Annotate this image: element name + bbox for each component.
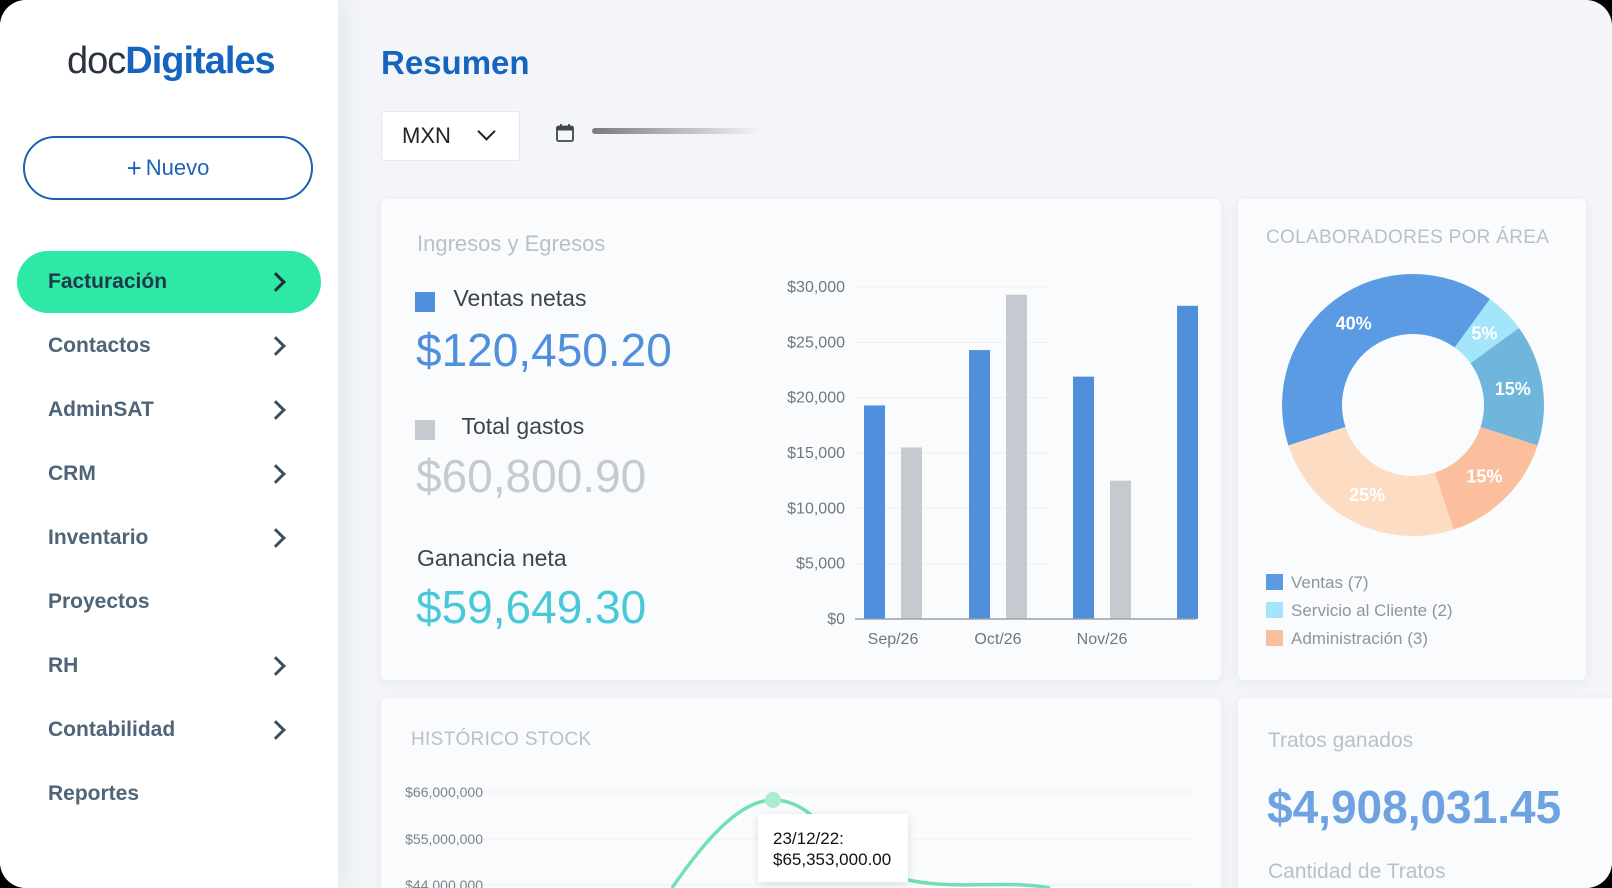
profit-label: Ganancia neta — [417, 545, 567, 571]
legend-swatch — [1266, 574, 1283, 590]
pie-legend-item: Servicio al Cliente (2) — [1266, 597, 1453, 625]
sidebar-item-label: AdminSAT — [48, 398, 154, 421]
deals-card: Tratos ganados $4,908,031.45 Cantidad de… — [1238, 698, 1612, 888]
sales-label: Ventas netas — [453, 285, 587, 311]
sidebar-item-crm[interactable]: CRM — [17, 443, 321, 505]
sidebar-item-facturacion[interactable]: Facturación — [17, 251, 321, 313]
expenses-legend: Total gastos — [415, 413, 584, 440]
pie-legend-item: Administración (3) — [1266, 625, 1453, 653]
chevron-right-icon — [266, 400, 286, 420]
sales-value: $120,450.20 — [416, 324, 672, 376]
currency-value: MXN — [402, 123, 451, 148]
chart-tooltip: 23/12/22: $65,353,000.00 — [758, 814, 908, 882]
sidebar-item-label: Proyectos — [48, 590, 150, 613]
date-range-field[interactable] — [592, 128, 760, 134]
sidebar-item-reportes[interactable]: Reportes — [17, 763, 321, 825]
chevron-right-icon — [266, 720, 286, 740]
chevron-right-icon — [266, 272, 286, 292]
sidebar-item-label: Contabilidad — [48, 718, 176, 741]
new-button[interactable]: + Nuevo — [23, 136, 313, 200]
income-card-title: Ingresos y Egresos — [417, 231, 606, 256]
currency-select[interactable]: MXN — [381, 111, 520, 161]
sidebar-item-label: CRM — [48, 462, 96, 485]
legend-label: Ventas (7) — [1291, 573, 1369, 592]
sidebar-item-contabilidad[interactable]: Contabilidad — [17, 699, 321, 761]
legend-swatch — [1266, 602, 1283, 618]
sales-legend: Ventas netas — [415, 285, 586, 312]
chevron-right-icon — [266, 464, 286, 484]
plus-icon: + — [126, 153, 142, 183]
tooltip-value: $65,353,000.00 — [773, 850, 892, 869]
chevron-right-icon — [266, 656, 286, 676]
expenses-legend-swatch — [415, 419, 435, 440]
sidebar-item-label: RH — [48, 654, 79, 677]
sales-legend-swatch — [415, 291, 435, 312]
app-logo[interactable]: docDigitales — [67, 40, 276, 83]
deals-value: $4,908,031.45 — [1267, 781, 1562, 833]
legend-swatch — [1266, 630, 1283, 646]
sidebar-item-proyectos[interactable]: Proyectos — [17, 571, 321, 633]
sidebar: docDigitales + Nuevo Facturación Contacto… — [0, 0, 338, 888]
sidebar-nav: Facturación Contactos AdminSAT CRM Inventari… — [17, 251, 321, 827]
page-title: Resumen — [381, 44, 530, 81]
deals-count-label: Cantidad de Tratos — [1268, 860, 1446, 883]
sidebar-item-label: Contactos — [48, 334, 151, 357]
collaborators-card: COLABORADORES POR ÁREA Ventas (7) Servici… — [1238, 199, 1586, 680]
profit-value: $59,649.30 — [416, 581, 647, 633]
sidebar-item-adminsat[interactable]: AdminSAT — [17, 379, 321, 441]
expenses-label: Total gastos — [461, 413, 585, 439]
stock-card-title: HISTÓRICO STOCK — [411, 729, 592, 750]
sidebar-item-label: Inventario — [48, 526, 149, 549]
new-button-label: Nuevo — [145, 155, 210, 180]
income-expenses-card: Ingresos y Egresos Ventas netas $120,450… — [381, 199, 1221, 680]
sidebar-item-contactos[interactable]: Contactos — [17, 315, 321, 377]
legend-label: Administración (3) — [1291, 629, 1428, 648]
sidebar-item-label: Facturación — [48, 270, 168, 293]
chevron-right-icon — [266, 336, 286, 356]
sidebar-item-label: Reportes — [48, 782, 140, 805]
chevron-down-icon — [477, 122, 496, 141]
pie-legend-item: Ventas (7) — [1266, 569, 1453, 597]
deals-card-title: Tratos ganados — [1268, 729, 1414, 752]
sidebar-item-rh[interactable]: RH — [17, 635, 321, 697]
expenses-value: $60,800.90 — [416, 450, 647, 502]
calendar-icon[interactable] — [555, 123, 575, 143]
tooltip-date: 23/12/22: — [773, 829, 844, 848]
collaborators-card-title: COLABORADORES POR ÁREA — [1266, 227, 1550, 248]
pie-legend: Ventas (7) Servicio al Cliente (2) Adminis… — [1266, 569, 1453, 653]
logo-text-digitales: Digitales — [125, 40, 275, 82]
sidebar-item-inventario[interactable]: Inventario — [17, 507, 321, 569]
chevron-right-icon — [266, 528, 286, 548]
logo-text-doc: doc — [67, 40, 126, 82]
legend-label: Servicio al Cliente (2) — [1291, 601, 1453, 620]
